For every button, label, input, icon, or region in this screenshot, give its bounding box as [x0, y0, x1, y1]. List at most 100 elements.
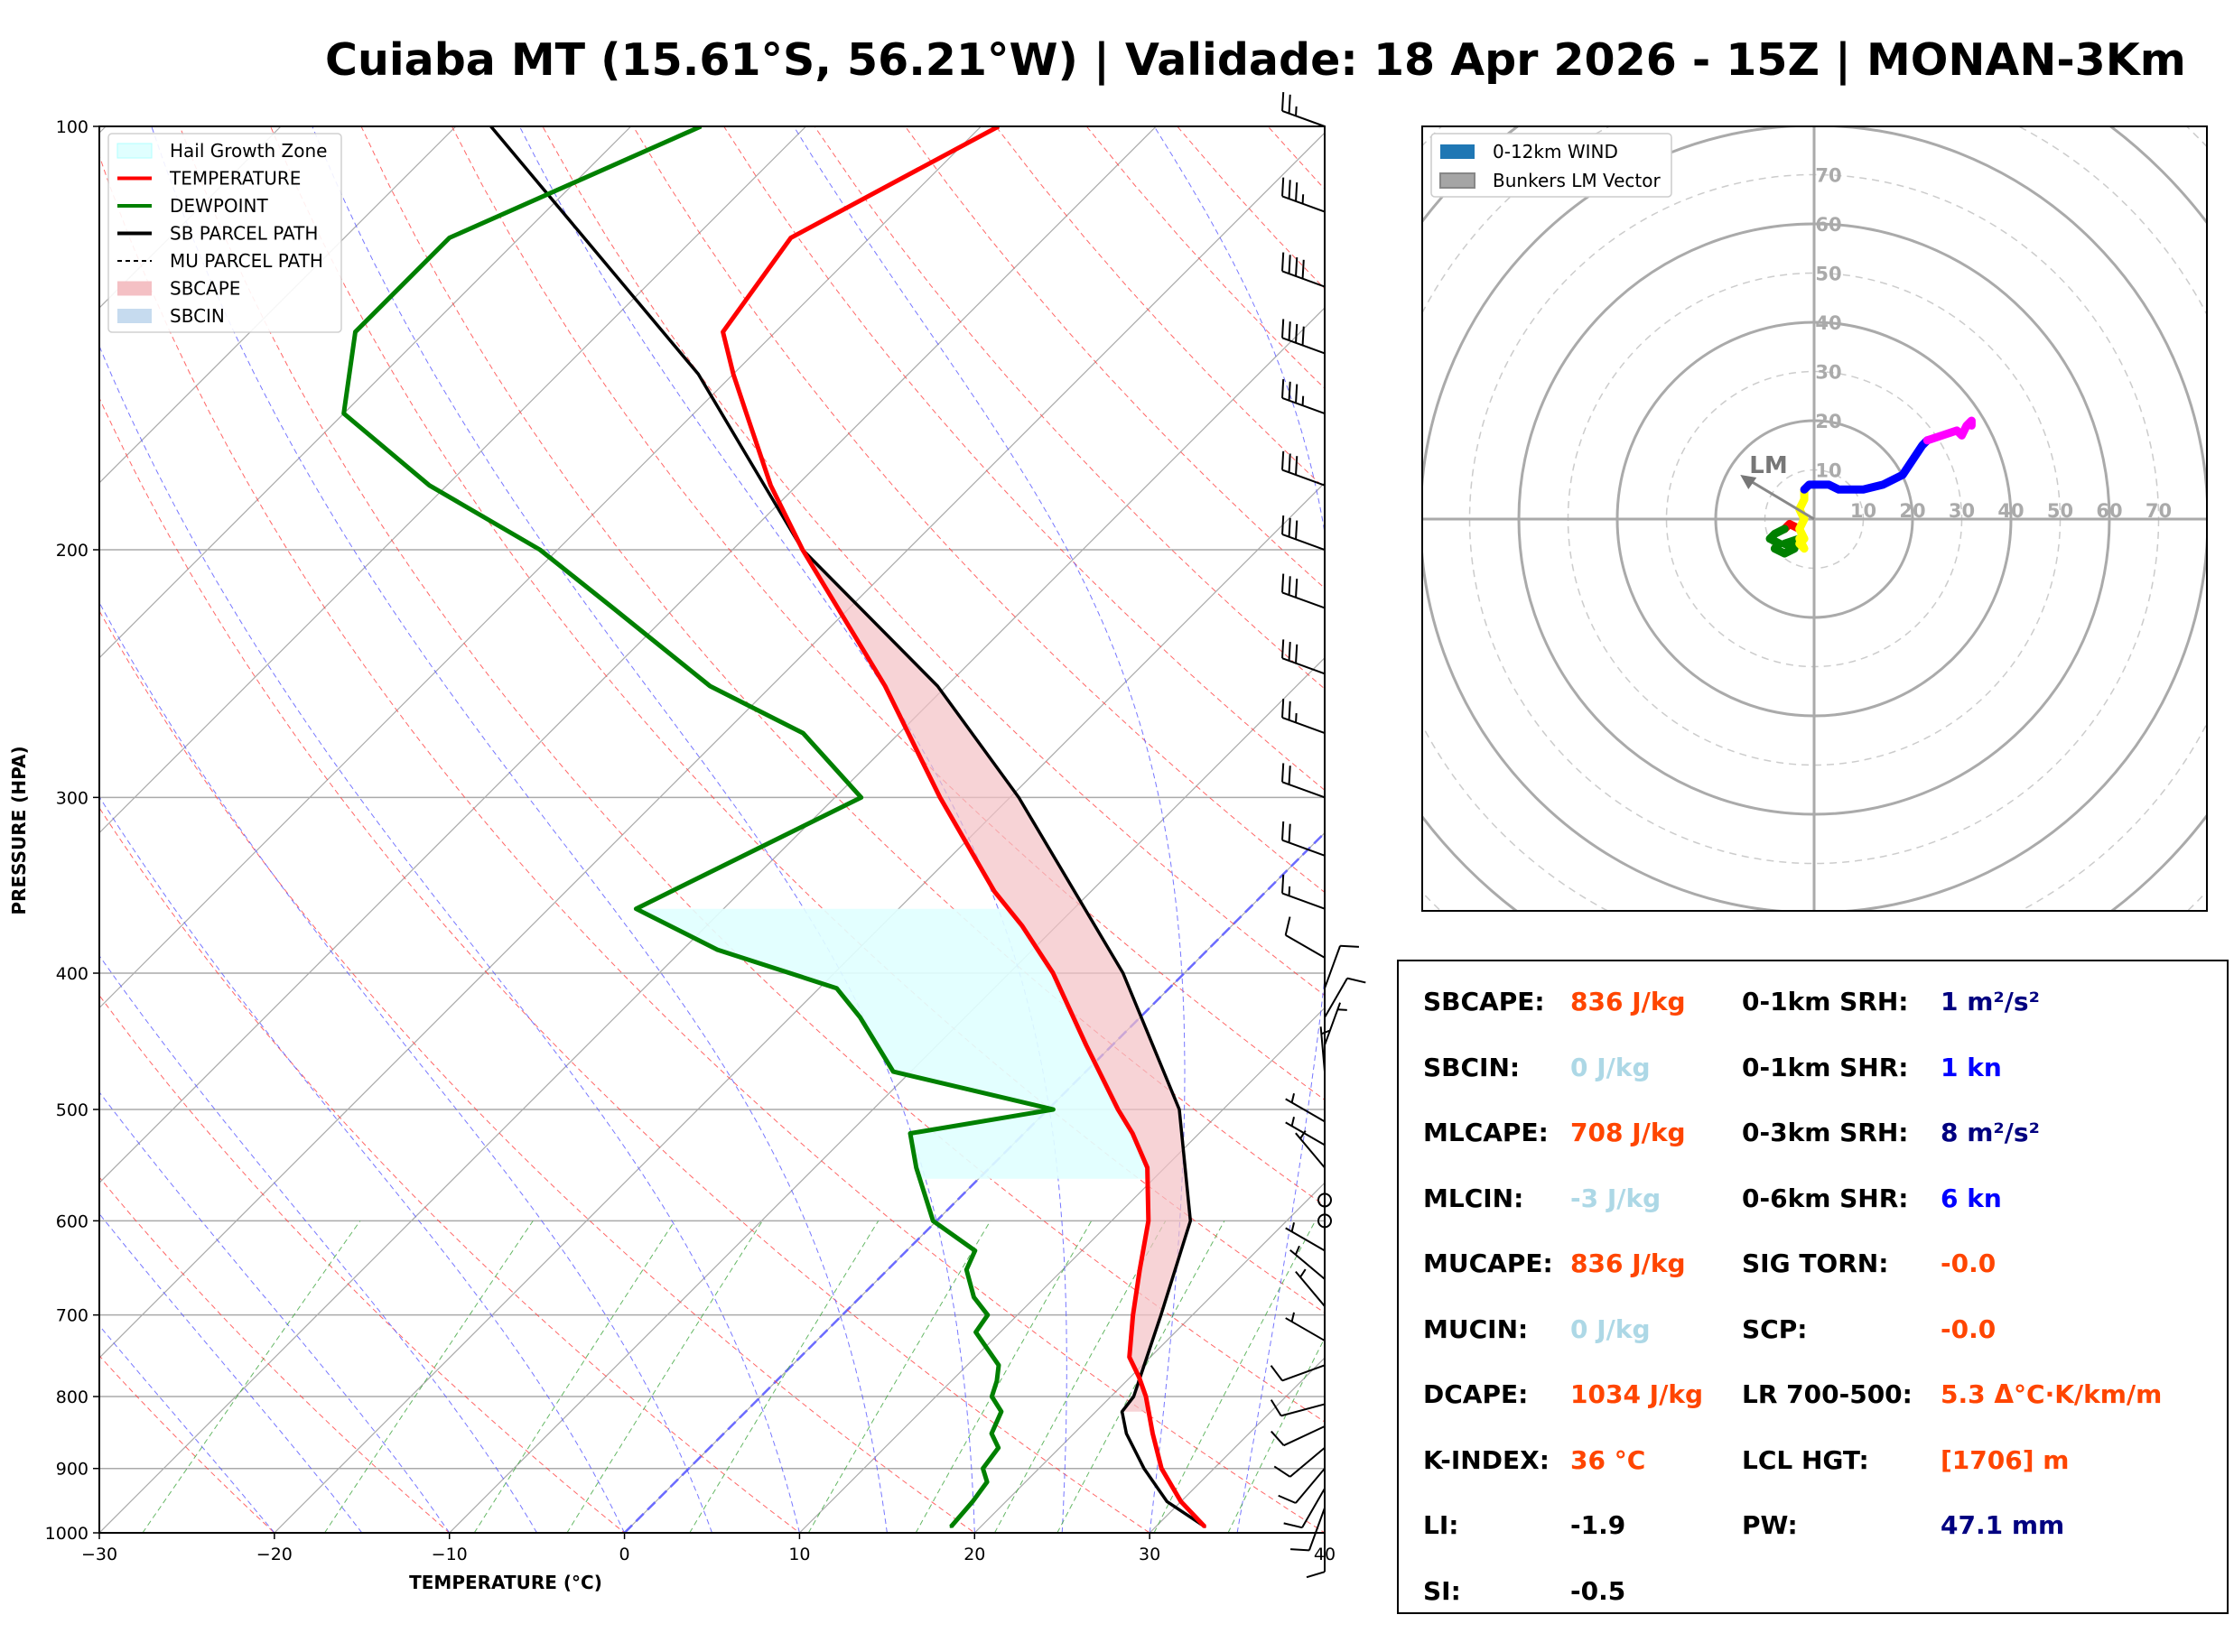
param-label: 0-3km SRH:	[1742, 1118, 1909, 1147]
y-axis-label: PRESSURE (HPA)	[8, 746, 30, 914]
barb-flag	[1281, 379, 1285, 398]
barb-flag	[1281, 252, 1285, 272]
wind-barb	[1281, 699, 1326, 735]
x-tick-label: 40	[1314, 1545, 1336, 1564]
barb-half-flag	[1301, 194, 1305, 204]
isotherm	[99, 307, 1325, 1533]
hodograph-point	[1880, 481, 1886, 487]
hodograph-ring-label: 30	[1815, 362, 1841, 384]
param-label: 0-1km SHR:	[1742, 1052, 1909, 1082]
barb-half-flag	[1294, 1245, 1300, 1256]
barb-flag	[1270, 1365, 1283, 1382]
moist-adiabat	[1153, 126, 1325, 1533]
legend-label: MU PARCEL PATH	[170, 250, 323, 272]
dry-adiabat	[542, 126, 1325, 997]
hodograph-ring-label: 40	[1997, 500, 2024, 522]
barb-shaft	[1324, 1002, 1342, 1046]
barb-flag	[1270, 1399, 1282, 1416]
barb-flag	[1281, 639, 1285, 659]
barb-flag	[1288, 255, 1291, 274]
x-tick-label: −20	[256, 1545, 293, 1564]
temperature-line-point	[768, 484, 772, 487]
barb-shaft	[1281, 781, 1326, 799]
hail-growth-zone-fill	[636, 908, 1151, 1179]
y-tick-label: 200	[56, 541, 88, 561]
barb-flag	[1295, 644, 1299, 664]
barb-half-flag	[1299, 1130, 1307, 1139]
hodograph-segment	[1800, 436, 1931, 494]
barb-shaft	[1281, 109, 1326, 127]
hodograph-point	[1900, 471, 1906, 478]
hodograph-point	[1796, 525, 1802, 532]
wind-barb	[1283, 1488, 1326, 1529]
hodograph-point	[1772, 531, 1778, 537]
parameters-panel: SBCAPE: 836 J/kg SBCIN: 0 J/kg MLCAPE: 708 J/…	[1397, 960, 2229, 1614]
sbcape-fill	[802, 550, 1191, 1412]
barb-half-flag	[1290, 1093, 1296, 1103]
hodograph-ring-label: 40	[1815, 312, 1841, 334]
param-label: 0-1km SRH:	[1742, 987, 1909, 1016]
y-tick-label: 500	[56, 1100, 88, 1120]
barb-shaft	[1283, 1425, 1326, 1447]
temperature-line-point	[1150, 1432, 1154, 1435]
param-value: -1.9	[1570, 1510, 1626, 1540]
hodograph-point	[1786, 521, 1792, 527]
param-value: 836 J/kg	[1570, 987, 1686, 1016]
legend-label: DEWPOINT	[170, 195, 268, 217]
barb-flag	[1295, 578, 1299, 598]
wind-barb	[1281, 573, 1326, 609]
page-title: Cuiaba MT (15.61°S, 56.21°W) | Validade:…	[325, 34, 2186, 86]
hodograph-point	[1806, 481, 1812, 487]
hodograph-point	[1772, 545, 1778, 552]
x-tick-label: −10	[432, 1545, 468, 1564]
barb-flag	[1340, 944, 1360, 948]
legend-label: 0-12km WIND	[1493, 141, 1618, 162]
barb-shaft	[1281, 396, 1326, 414]
barb-half-flag	[1288, 886, 1291, 896]
dry-adiabat	[99, 1355, 275, 1533]
temperature-line-point	[801, 548, 805, 552]
dewpoint-line-point	[986, 1313, 990, 1317]
isotherm	[99, 126, 632, 659]
moist-adiabat	[99, 601, 712, 1533]
barb-shaft	[1281, 195, 1326, 213]
lm-arrowhead	[1740, 474, 1757, 489]
hodograph-point	[1826, 481, 1832, 487]
dewpoint-line-point	[538, 548, 542, 552]
temperature-line-point	[721, 330, 725, 334]
y-tick-label: 900	[56, 1460, 88, 1480]
temperature-line-point	[1179, 1499, 1183, 1503]
barb-half-flag	[1290, 1312, 1296, 1323]
hodograph-point	[1766, 535, 1773, 542]
hodograph-point	[1801, 545, 1808, 552]
mixing-ratio-line	[1056, 1220, 1225, 1533]
wind-barb	[1324, 1002, 1347, 1046]
barb-flag	[1346, 977, 1366, 984]
barb-flag	[1281, 177, 1285, 197]
hodograph-point	[1782, 541, 1788, 547]
temperature-line-point	[992, 890, 996, 894]
wind-barb	[1285, 1117, 1326, 1146]
param-label: SBCIN:	[1423, 1052, 1521, 1082]
dewpoint-line-point	[716, 948, 720, 951]
hodograph-point	[1969, 418, 1975, 423]
barb-flag	[1288, 766, 1291, 785]
param-label: DCAPE:	[1423, 1379, 1529, 1409]
barb-flag	[1281, 699, 1285, 719]
sb-parcel-line-point	[1165, 1499, 1168, 1503]
hodograph-point	[1801, 497, 1808, 503]
barb-shaft	[1285, 1121, 1326, 1146]
dry-adiabat	[99, 806, 801, 1533]
dewpoint-line-point	[427, 484, 431, 487]
y-tick-label: 100	[56, 117, 88, 137]
wind-barb	[1289, 1245, 1326, 1280]
hodograph-ring	[1422, 126, 2207, 911]
mixing-ratio-line	[1227, 1337, 1325, 1533]
hodograph-point	[1963, 422, 1969, 429]
skew-t-frame	[98, 125, 1326, 1534]
dry-adiabat	[99, 609, 976, 1533]
param-value: 1034 J/kg	[1570, 1379, 1703, 1409]
param-value: 5.3 Δ°C·K/km/m	[1941, 1379, 2163, 1409]
temperature-line-point	[1144, 1395, 1148, 1398]
